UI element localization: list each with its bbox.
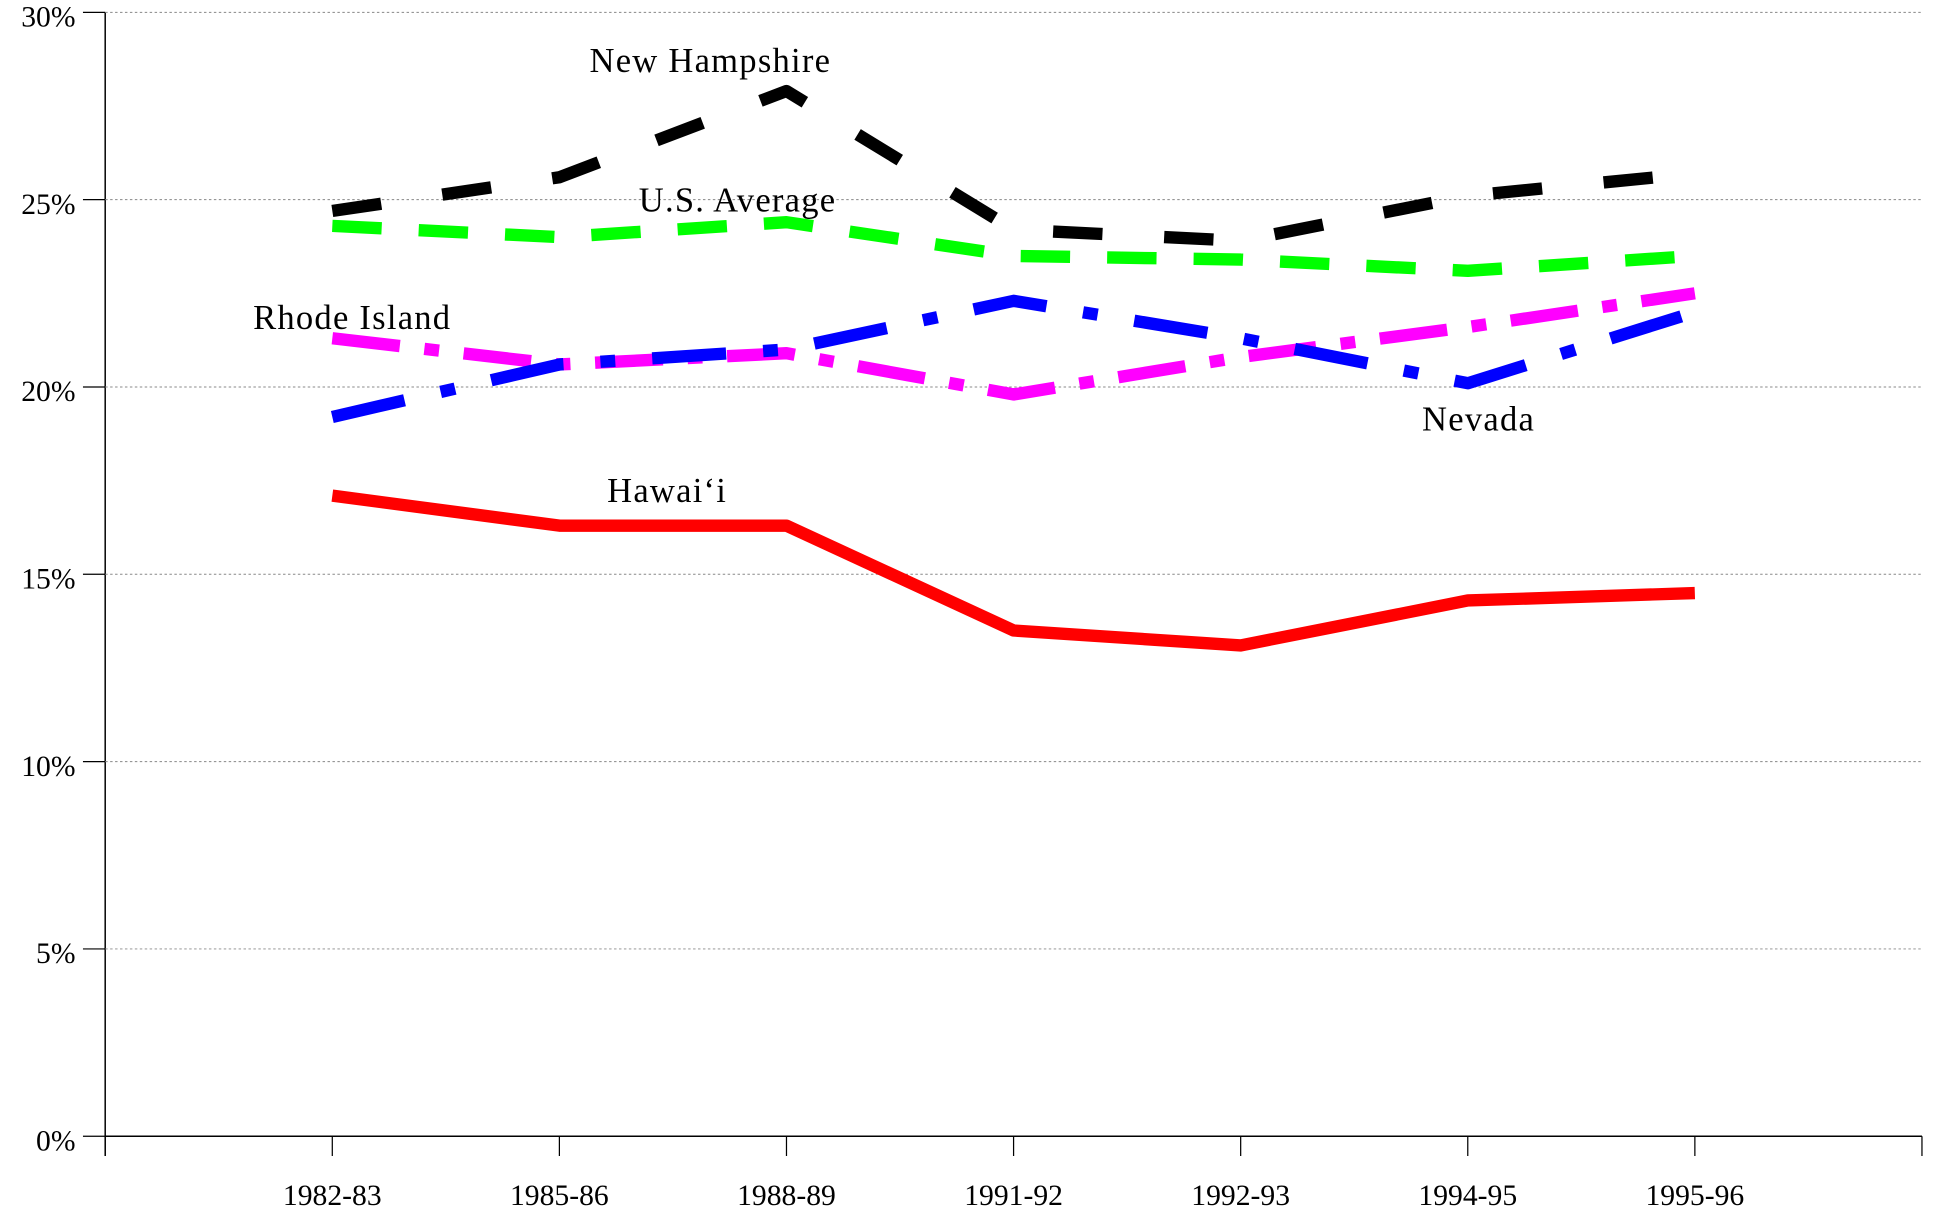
series-label: Rhode Island: [253, 299, 451, 337]
y-tick-label: 0%: [36, 1125, 76, 1157]
x-tick-label: 1985-86: [510, 1180, 609, 1212]
y-tick-label: 5%: [36, 938, 76, 970]
y-tick-label: 15%: [21, 564, 75, 596]
y-tick-label: 30%: [21, 2, 75, 34]
series-label: Nevada: [1422, 400, 1535, 438]
y-tick-label: 25%: [21, 189, 75, 221]
x-tick-label: 1995-96: [1645, 1180, 1744, 1212]
series-line: [331, 489, 1696, 652]
y-tick-label: 20%: [21, 376, 75, 408]
x-tick-label: 1992-93: [1191, 1180, 1290, 1212]
series-label: New Hampshire: [590, 42, 832, 80]
x-tick-label: 1994-95: [1418, 1180, 1517, 1212]
y-tick-label: 10%: [21, 751, 75, 783]
series-line: [330, 294, 1697, 423]
series-label: Hawai‘i: [607, 472, 727, 510]
x-tick-label: 1991-92: [964, 1180, 1063, 1212]
x-tick-label: 1982-83: [283, 1180, 382, 1212]
series-label: U.S. Average: [639, 182, 837, 220]
series-line: [331, 84, 1696, 248]
x-tick-label: 1988-89: [737, 1180, 836, 1212]
series-line: [332, 216, 1696, 278]
